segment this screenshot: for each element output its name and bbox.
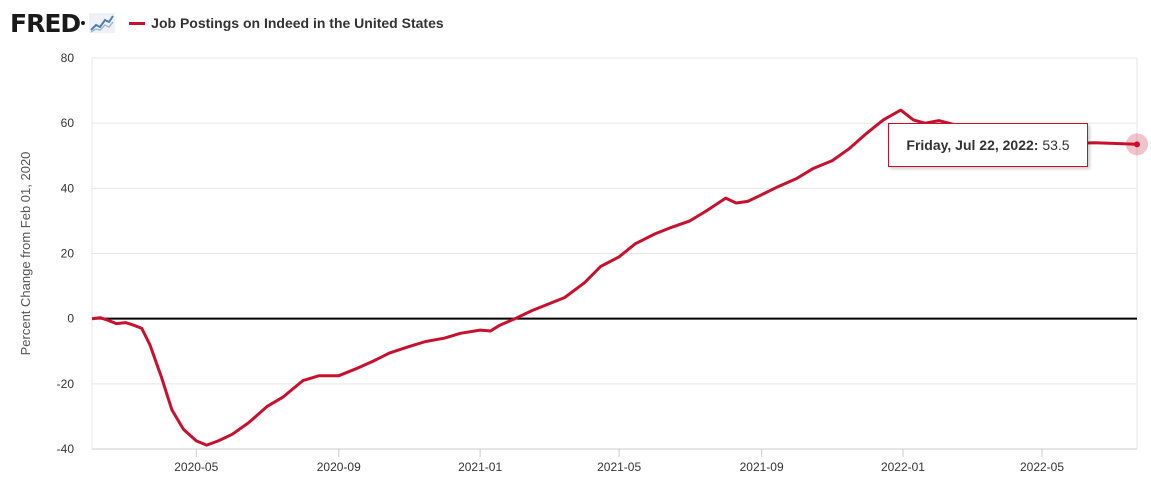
y-axis-ticks: -40 -20 0 20 40 60 80 (57, 51, 75, 456)
line-chart-icon (89, 13, 116, 33)
legend-swatch (129, 21, 146, 25)
series-line[interactable] (91, 108, 1138, 447)
tooltip-date: Friday, Jul 22, 2022: (906, 137, 1039, 153)
legend-label: Job Postings on Indeed in the United Sta… (151, 15, 444, 31)
tooltip-value: 53.5 (1042, 137, 1070, 153)
y-tick-label: -20 (57, 377, 75, 391)
x-tick-label: 2021-01 (458, 460, 502, 474)
x-tick-label: 2020-09 (317, 460, 361, 474)
legend[interactable]: Job Postings on Indeed in the United Sta… (129, 15, 444, 31)
x-tick-label: 2022-01 (881, 460, 925, 474)
y-tick-label: 40 (61, 181, 75, 195)
tooltip: Friday, Jul 22, 2022: 53.5 (888, 123, 1088, 167)
chart-header: FRED Job Postings on Indeed in the Unite… (10, 6, 444, 40)
y-tick-label: 80 (61, 51, 75, 65)
hover-point[interactable] (1134, 141, 1140, 148)
y-tick-label: 20 (61, 247, 75, 261)
x-tick-label: 2020-05 (174, 460, 218, 474)
y-axis-title: Percent Change from Feb 01, 2020 (18, 152, 33, 356)
y-tick-label: 0 (67, 312, 74, 326)
x-tick-label: 2021-05 (597, 460, 641, 474)
fred-logo-dot (81, 21, 86, 25)
fred-logo[interactable]: FRED (10, 8, 81, 38)
y-tick-label: -40 (57, 442, 75, 456)
x-tick-label: 2022-05 (1020, 460, 1064, 474)
x-axis-ticks: 2020-05 2020-09 2021-01 2021-05 2021-09 2022-… (174, 449, 1064, 474)
grid (91, 57, 1138, 450)
x-tick-label: 2021-09 (740, 460, 784, 474)
y-tick-label: 60 (61, 116, 75, 130)
